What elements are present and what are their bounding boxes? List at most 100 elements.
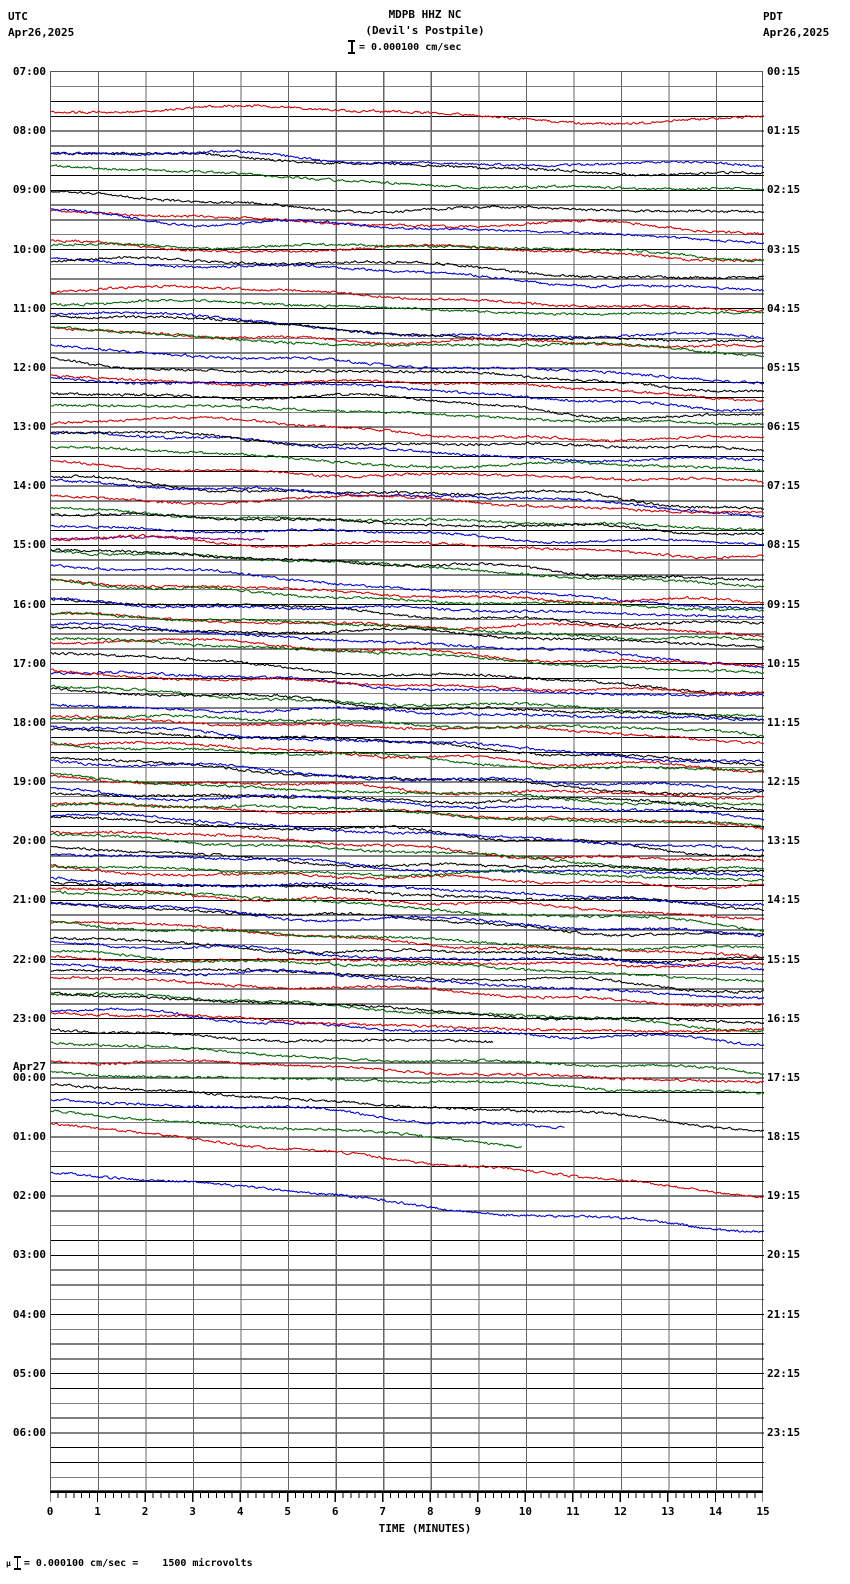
seismic-trace <box>51 741 764 773</box>
seismic-trace <box>51 1011 764 1034</box>
pdt-time-label: 02:15 <box>767 183 801 197</box>
seismic-trace <box>51 651 764 695</box>
x-tick-label: 12 <box>613 1505 628 1518</box>
seismic-trace <box>51 832 764 872</box>
seismic-trace <box>51 815 764 858</box>
utc-time-label: 18:00 <box>12 715 46 729</box>
seismic-trace <box>51 1027 494 1044</box>
x-tick-label: 11 <box>566 1505 580 1518</box>
pdt-date-label: Apr26,2025 <box>763 26 830 39</box>
pdt-time-label: 08:15 <box>767 538 801 552</box>
seismic-trace <box>51 887 764 921</box>
seismic-trace <box>51 151 764 177</box>
utc-time-label: 02:00 <box>12 1189 46 1203</box>
seismic-trace <box>51 759 764 792</box>
seismic-trace <box>51 1122 764 1199</box>
trace-group <box>51 104 764 1233</box>
seismic-trace <box>51 626 764 649</box>
utc-time-label: 15:00 <box>12 538 46 552</box>
seismic-trace <box>51 949 764 983</box>
seismic-trace <box>51 430 764 452</box>
seismic-trace <box>51 940 764 971</box>
utc-time-label: 22:00 <box>12 952 46 966</box>
x-axis-title: TIME (MINUTES) <box>378 1522 472 1535</box>
pdt-time-label: 06:15 <box>767 420 801 433</box>
x-tick-label: 5 <box>284 1505 291 1518</box>
calibration-legend: = 0.000100 cm/sec <box>348 40 461 54</box>
seismic-trace <box>51 954 764 969</box>
utc-time-label: 04:00 <box>12 1307 46 1321</box>
x-tick-label: 10 <box>518 1505 532 1518</box>
footer-calibration: μ = 0.000100 cm/sec = 1500 microvolts <box>6 1556 253 1570</box>
pdt-time-label: 21:15 <box>767 1307 801 1321</box>
seismic-trace <box>51 703 764 722</box>
seismic-trace <box>51 792 764 812</box>
pdt-time-label: 19:15 <box>767 1189 801 1203</box>
seismic-trace <box>51 403 764 426</box>
pdt-time-label: 20:15 <box>767 1248 801 1262</box>
seismic-trace <box>51 548 764 581</box>
utc-time-label: 06:00 <box>12 1425 46 1439</box>
seismic-trace <box>51 1083 764 1132</box>
utc-time-label: 03:00 <box>12 1248 46 1262</box>
seismic-trace <box>51 430 764 463</box>
seismic-trace <box>51 256 764 280</box>
seismic-trace <box>51 326 764 349</box>
x-tick-label: 13 <box>661 1505 675 1518</box>
seismic-trace <box>51 920 764 959</box>
pdt-timezone-label: PDT <box>763 10 783 23</box>
pdt-time-label: 01:15 <box>767 124 801 138</box>
horizontal-gridlines <box>51 86 764 1478</box>
pdt-time-label: 09:15 <box>767 597 801 611</box>
seismic-trace <box>51 1098 565 1130</box>
seismic-trace <box>51 637 764 667</box>
x-tick-label: 0 <box>46 1505 54 1518</box>
seismic-trace <box>51 314 764 343</box>
seismogram-canvas <box>51 72 764 1492</box>
seismic-trace <box>51 621 764 669</box>
seismic-trace <box>51 637 764 675</box>
seismic-trace <box>51 725 764 764</box>
pdt-time-label: 04:15 <box>767 301 801 315</box>
seismic-trace <box>51 991 764 1033</box>
seismic-trace <box>51 1058 764 1084</box>
seismogram-plot[interactable] <box>50 71 764 1492</box>
x-tick-label: 9 <box>474 1505 482 1518</box>
seismic-trace <box>51 239 764 263</box>
seismic-trace <box>51 772 764 806</box>
seismic-trace <box>51 727 764 767</box>
seismic-trace <box>51 853 764 878</box>
utc-time-label: 00:00 <box>12 1070 46 1084</box>
pdt-time-label: 05:15 <box>767 360 801 374</box>
pdt-time-label: 11:15 <box>767 715 801 729</box>
seismic-trace <box>51 164 764 191</box>
seismic-trace <box>51 668 764 695</box>
seismic-trace <box>51 611 764 638</box>
seismic-trace <box>51 494 764 514</box>
utc-time-label: 20:00 <box>12 834 46 848</box>
seismic-trace <box>51 356 764 393</box>
seismic-trace <box>51 740 764 774</box>
x-tick-label: 15 <box>756 1505 770 1518</box>
seismic-trace <box>51 564 764 610</box>
utc-time-label: 23:00 <box>12 1011 46 1025</box>
seismic-trace <box>51 1171 764 1233</box>
seismic-trace <box>51 209 764 236</box>
utc-time-label: Apr27 <box>12 1059 46 1073</box>
seismic-trace <box>51 845 764 873</box>
seismic-trace <box>51 326 764 358</box>
seismic-trace <box>51 242 764 263</box>
seismic-trace <box>51 975 764 1008</box>
seismic-trace <box>51 284 764 313</box>
seismic-trace <box>51 104 764 126</box>
seismic-trace <box>51 578 764 605</box>
utc-time-label: 07:00 <box>12 65 46 78</box>
pdt-time-label: 03:15 <box>767 242 801 256</box>
seismic-trace <box>51 902 764 938</box>
x-tick-label: 14 <box>708 1505 723 1518</box>
seismic-trace <box>51 459 764 484</box>
seismic-trace <box>51 756 764 796</box>
seismic-trace <box>51 376 764 413</box>
x-tick-label: 2 <box>141 1505 149 1518</box>
x-tick-label: 1 <box>94 1505 101 1518</box>
